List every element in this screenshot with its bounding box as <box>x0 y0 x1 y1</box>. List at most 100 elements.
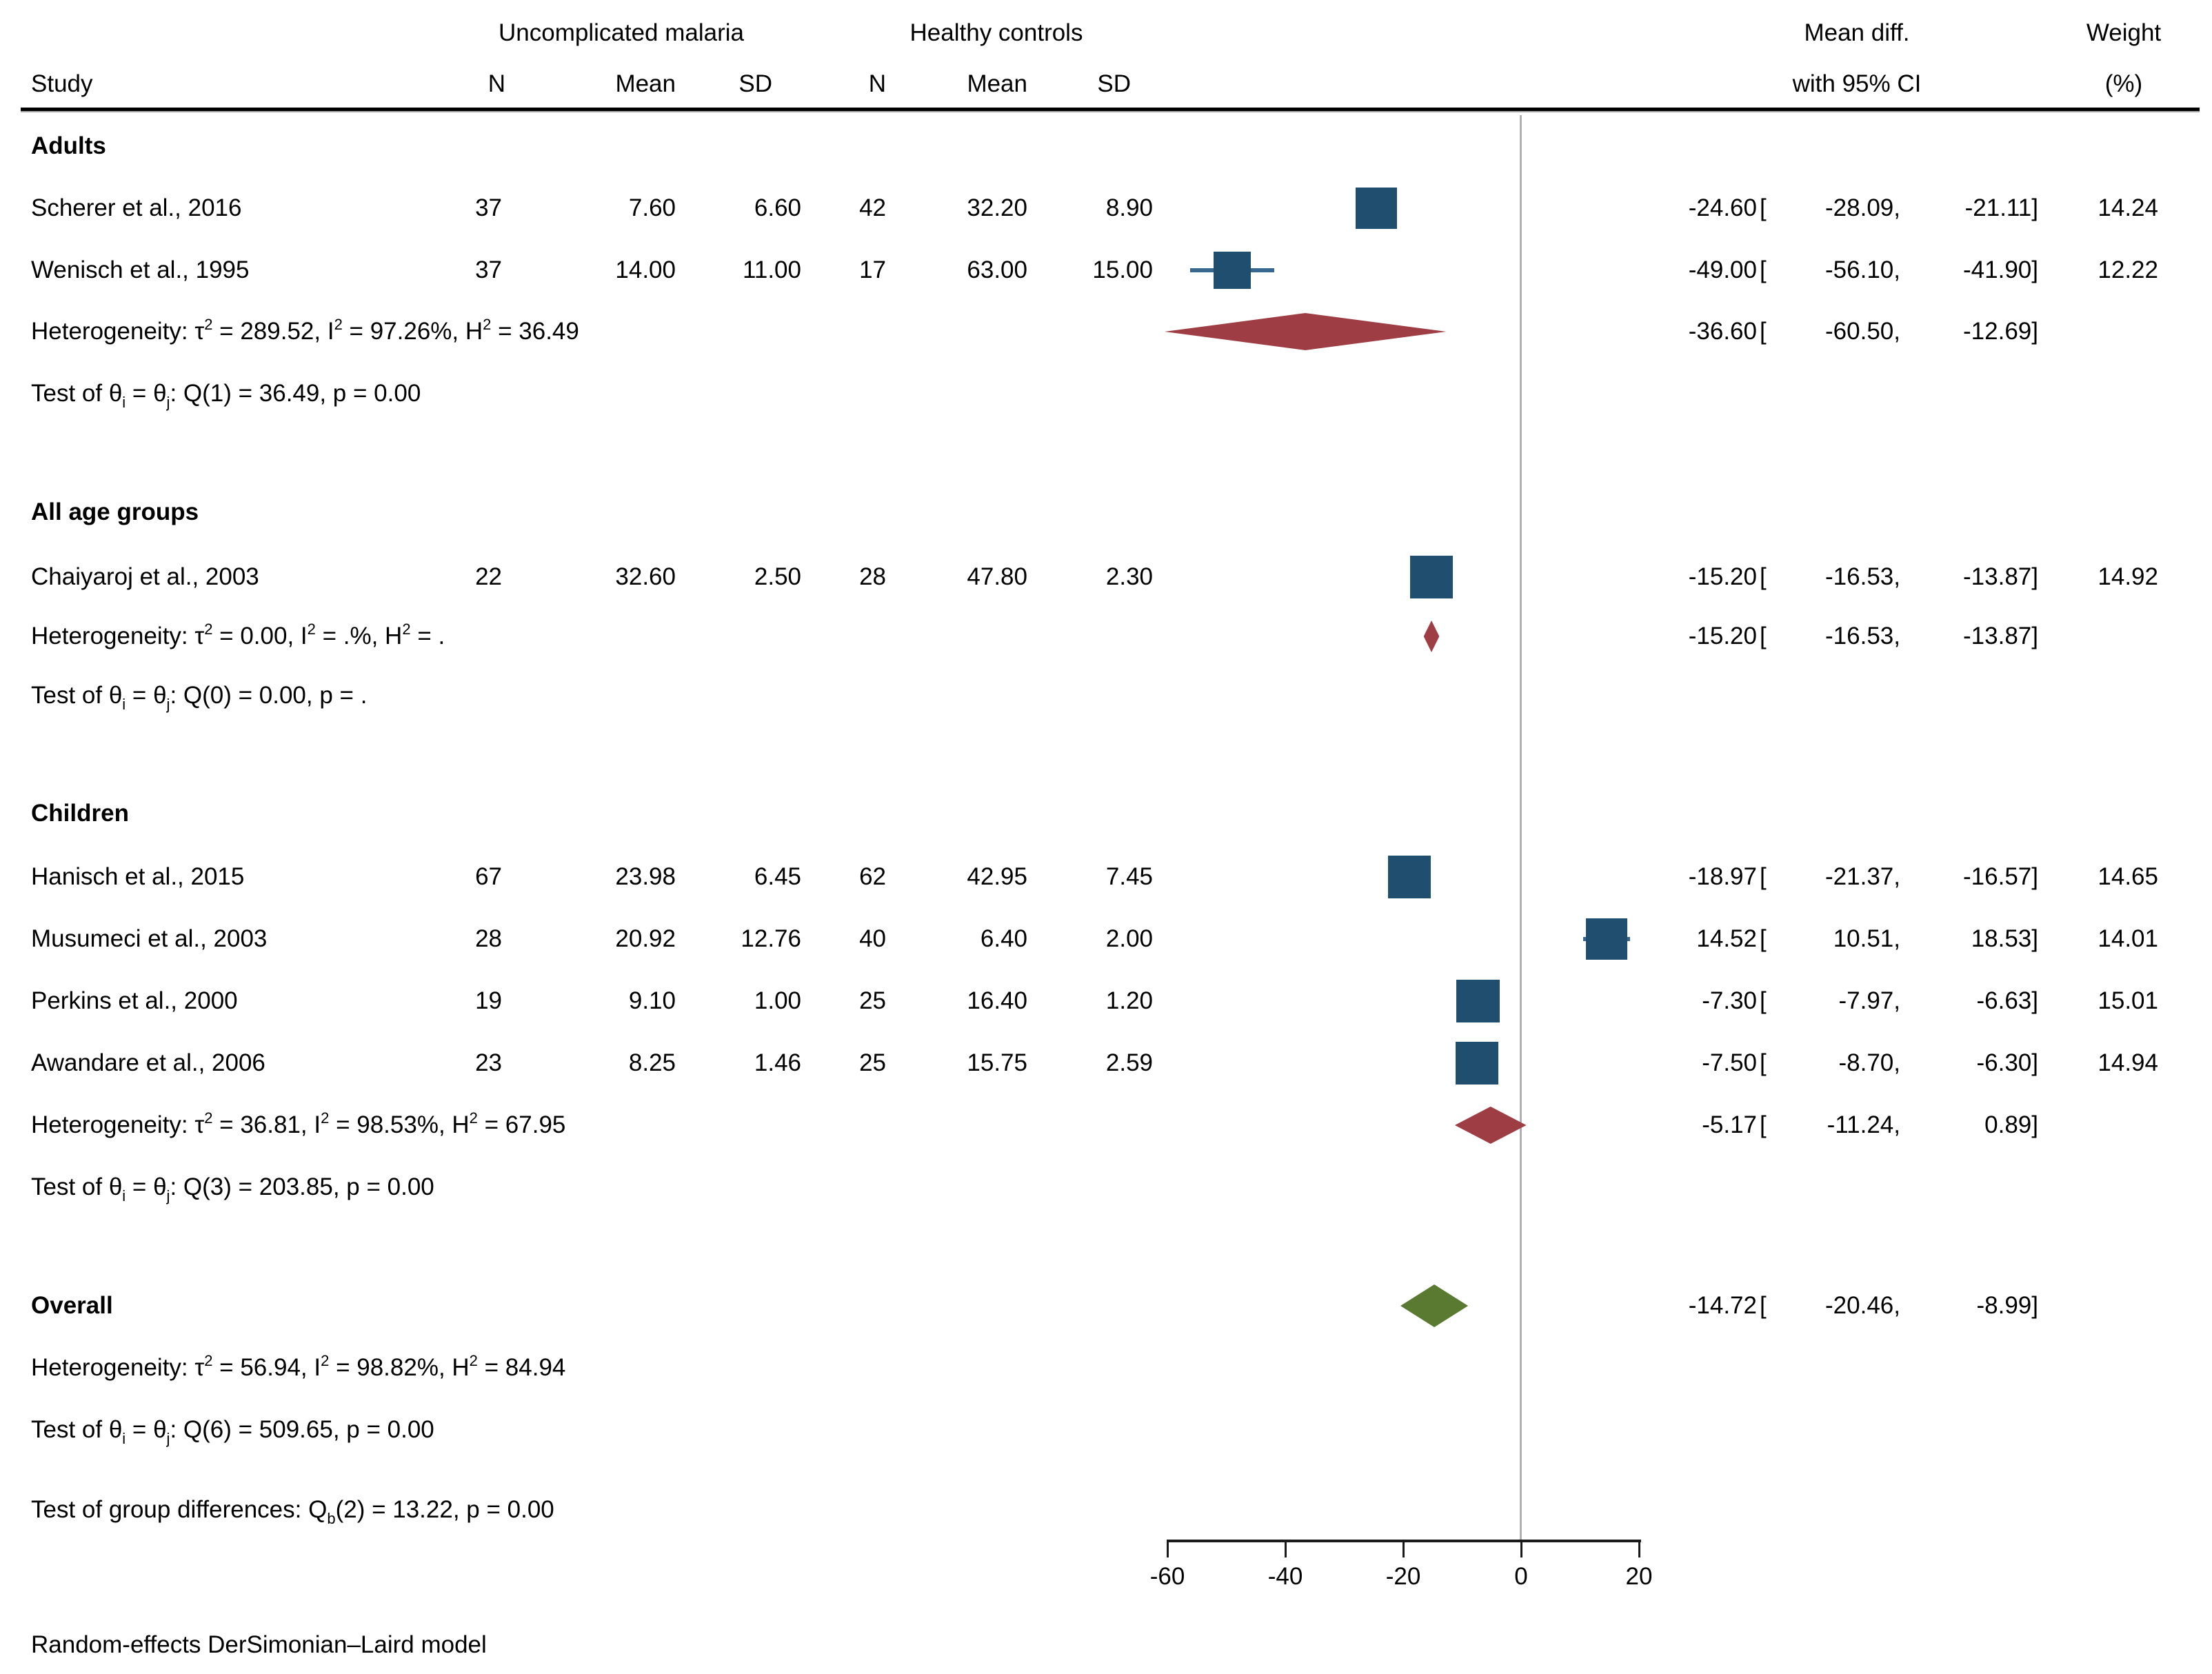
n2-column-header: N <box>868 70 886 97</box>
heterogeneity-row-adults: Heterogeneity: τ2 = 289.52, I2 = 97.26%,… <box>0 301 2212 363</box>
ci-bracket: [ <box>1760 256 1767 283</box>
n2-value: 25 <box>859 987 886 1014</box>
study-row-chaiyaroj: Chaiyaroj et al., 2003 22 32.60 2.50 28 … <box>0 546 2212 608</box>
study-name: Awandare et al., 2006 <box>31 1049 265 1076</box>
weight-header-line1: Weight <box>2086 19 2162 46</box>
meandiff-header-line2: with 95% CI <box>1792 70 1922 97</box>
weight-value: 14.65 <box>2098 863 2158 890</box>
mean2-value: 42.95 <box>967 863 1027 890</box>
heterogeneity-text: Heterogeneity: τ2 = 36.81, I2 = 98.53%, … <box>31 1109 566 1138</box>
summary-diamond <box>1454 1107 1527 1144</box>
study-name: Chaiyaroj et al., 2003 <box>31 563 259 590</box>
weight-value: 14.01 <box>2098 925 2158 952</box>
n1-value: 67 <box>475 863 502 890</box>
weight-value: 14.92 <box>2098 563 2158 590</box>
weight-header-line2: (%) <box>2104 70 2143 97</box>
sd1-column-header: SD <box>738 70 772 97</box>
mean2-value: 6.40 <box>980 925 1027 952</box>
mean1-value: 23.98 <box>615 863 676 890</box>
estimate-value: -7.50 <box>1702 1049 1757 1076</box>
ci-upper: -21.11] <box>1964 194 2038 221</box>
zero-reference-line <box>1520 115 1522 1540</box>
overall-label: Overall <box>31 1292 113 1319</box>
ci-upper: -6.63] <box>1976 987 2039 1014</box>
n1-value: 23 <box>475 1049 502 1076</box>
section-label: All age groups <box>31 498 199 525</box>
group-difference-test-text: Test of group differences: Qb(2) = 13.22… <box>31 1496 554 1527</box>
study-row-awandare: Awandare et al., 2006 23 8.25 1.46 25 15… <box>0 1032 2212 1094</box>
mean2-value: 15.75 <box>967 1049 1027 1076</box>
summary-diamond <box>1164 313 1447 350</box>
sd2-value: 1.20 <box>1105 987 1153 1014</box>
sd1-value: 12.76 <box>741 925 801 952</box>
x-axis-tick <box>1520 1540 1522 1557</box>
heterogeneity-text: Heterogeneity: τ2 = 0.00, I2 = .%, H2 = … <box>31 621 445 649</box>
study-row-wenisch: Wenisch et al., 1995 37 14.00 11.00 17 6… <box>0 239 2212 301</box>
x-axis-tick-label: -40 <box>1267 1563 1303 1590</box>
group-difference-test-row: Test of group differences: Qb(2) = 13.22… <box>0 1479 2212 1541</box>
ci-lower: -8.70, <box>1838 1049 1901 1076</box>
study-name: Musumeci et al., 2003 <box>31 925 268 952</box>
group2-header: Healthy controls <box>909 19 1083 46</box>
test-text: Test of θi = θj: Q(6) = 509.65, p = 0.00 <box>31 1416 434 1447</box>
mean1-value: 14.00 <box>615 256 676 283</box>
n2-value: 17 <box>859 256 886 283</box>
estimate-value: -15.20 <box>1688 623 1757 649</box>
ci-lower: -11.24, <box>1827 1111 1900 1138</box>
ci-lower: -21.37, <box>1825 863 1900 890</box>
sd2-value: 15.00 <box>1092 256 1153 283</box>
x-axis-tick <box>1285 1540 1287 1557</box>
sd2-value: 8.90 <box>1105 194 1153 221</box>
sd2-value: 2.30 <box>1105 563 1153 590</box>
n2-value: 40 <box>859 925 886 952</box>
n2-value: 62 <box>859 863 886 890</box>
effect-square <box>1355 187 1397 230</box>
sd2-value: 2.00 <box>1105 925 1153 952</box>
heterogeneity-row-overall: Heterogeneity: τ2 = 56.94, I2 = 98.82%, … <box>0 1337 2212 1399</box>
ci-bracket: [ <box>1760 194 1767 221</box>
x-axis-tick-label: -20 <box>1385 1563 1421 1590</box>
estimate-value: -14.72 <box>1688 1292 1757 1319</box>
effect-square <box>1409 555 1454 599</box>
test-row-overall: Test of θi = θj: Q(6) = 509.65, p = 0.00 <box>0 1399 2212 1461</box>
study-name: Perkins et al., 2000 <box>31 987 238 1014</box>
ci-bracket: [ <box>1760 987 1767 1014</box>
n1-value: 37 <box>475 256 502 283</box>
study-column-header: Study <box>31 70 93 97</box>
mean1-value: 20.92 <box>615 925 676 952</box>
n1-value: 37 <box>475 194 502 221</box>
effect-square <box>1214 252 1251 289</box>
effect-square <box>1456 979 1500 1023</box>
weight-value: 14.94 <box>2098 1049 2158 1076</box>
mean1-column-header: Mean <box>615 70 676 97</box>
ci-bracket: [ <box>1760 563 1767 590</box>
mean2-value: 47.80 <box>967 563 1027 590</box>
study-name: Wenisch et al., 1995 <box>31 256 250 283</box>
model-footnote: Random-effects DerSimonian–Laird model <box>31 1631 487 1658</box>
mean1-value: 7.60 <box>628 194 676 221</box>
estimate-value: 14.52 <box>1696 925 1757 952</box>
estimate-value: -18.97 <box>1688 863 1757 890</box>
ci-lower: -16.53, <box>1825 623 1900 649</box>
heterogeneity-text: Heterogeneity: τ2 = 289.52, I2 = 97.26%,… <box>31 316 579 345</box>
ci-lower: 10.51, <box>1833 925 1900 952</box>
sd1-value: 6.45 <box>754 863 801 890</box>
weight-value: 14.24 <box>2098 194 2158 221</box>
group1-header: Uncomplicated malaria <box>499 19 744 46</box>
n1-value: 28 <box>475 925 502 952</box>
estimate-value: -24.60 <box>1688 194 1757 221</box>
ci-lower: -28.09, <box>1825 194 1900 221</box>
sd1-value: 6.60 <box>754 194 801 221</box>
overall-diamond <box>1400 1284 1469 1327</box>
n1-column-header: N <box>487 70 505 97</box>
ci-bracket: [ <box>1760 863 1767 890</box>
sd2-value: 7.45 <box>1105 863 1153 890</box>
estimate-value: -5.17 <box>1702 1111 1757 1138</box>
mean2-value: 32.20 <box>967 194 1027 221</box>
x-axis-tick-label: 20 <box>1625 1563 1653 1590</box>
x-axis-tick <box>1638 1540 1640 1557</box>
sd1-value: 11.00 <box>743 256 801 283</box>
weight-value: 15.01 <box>2098 987 2158 1014</box>
ci-bracket: [ <box>1760 1049 1767 1076</box>
effect-square <box>1586 918 1627 960</box>
